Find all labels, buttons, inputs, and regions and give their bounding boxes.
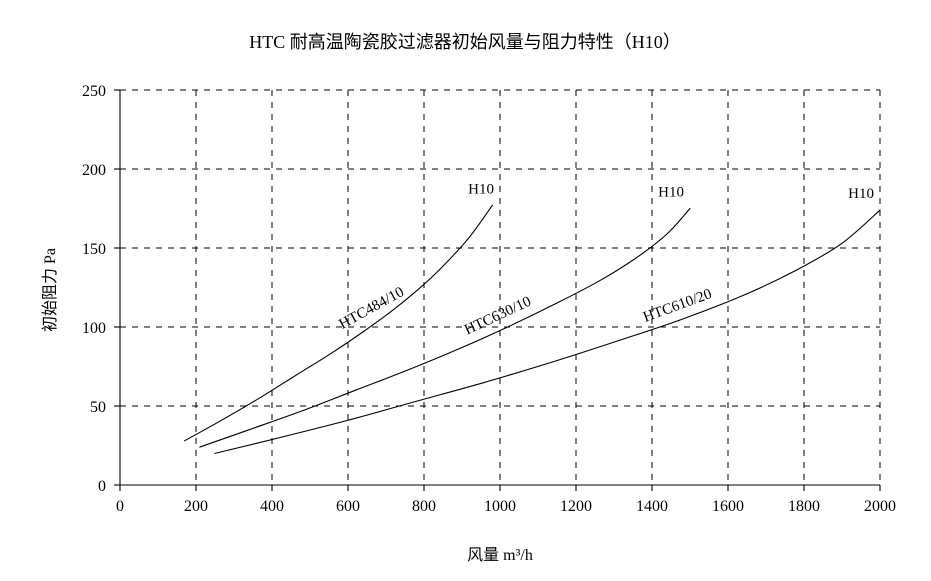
x-tick-label: 400 [260,498,284,515]
series-curve-HTC610/20 [215,210,880,453]
series-end-label-HTC484/10: H10 [468,181,494,197]
series-end-label-HTC610/20: H10 [848,186,874,202]
y-tick-label: 100 [82,320,106,337]
y-tick-label: 50 [90,399,106,416]
series-curve-HTC630/10 [200,209,690,448]
y-tick-label: 200 [82,162,106,179]
x-tick-label: 800 [412,498,436,515]
y-tick-label: 0 [98,478,106,495]
x-tick-label: 1200 [560,498,592,515]
grid [120,90,880,485]
y-tick-label: 150 [82,241,106,258]
chart-svg: HTC 耐高温陶瓷胶过滤器初始风量与阻力特性（H10） 0 200 400 600 80… [0,0,931,581]
x-axis-label: 风量 m³/h [467,547,533,564]
y-tick-label: 250 [82,83,106,100]
x-tick-label: 0 [116,498,124,515]
x-tick-label: 1400 [636,498,668,515]
x-tick-label: 1000 [484,498,516,515]
x-tick-label: 2000 [864,498,896,515]
x-tick-label: 200 [184,498,208,515]
x-tick-label: 1800 [788,498,820,515]
x-tick-label: 1600 [712,498,744,515]
chart-container: HTC 耐高温陶瓷胶过滤器初始风量与阻力特性（H10） 0 200 400 600 80… [0,0,931,581]
plot-area: 0 200 400 600 800 1000 1200 1400 1600 1800 2000 0 50… [82,83,896,515]
x-tick-label: 600 [336,498,360,515]
series-label-HTC610/20: HTC610/20 [641,286,714,326]
series-end-label-HTC630/10: H10 [658,185,684,201]
chart-title: HTC 耐高温陶瓷胶过滤器初始风量与阻力特性（H10） [249,32,681,52]
y-axis-label: 初始阻力 Pa [41,248,59,332]
